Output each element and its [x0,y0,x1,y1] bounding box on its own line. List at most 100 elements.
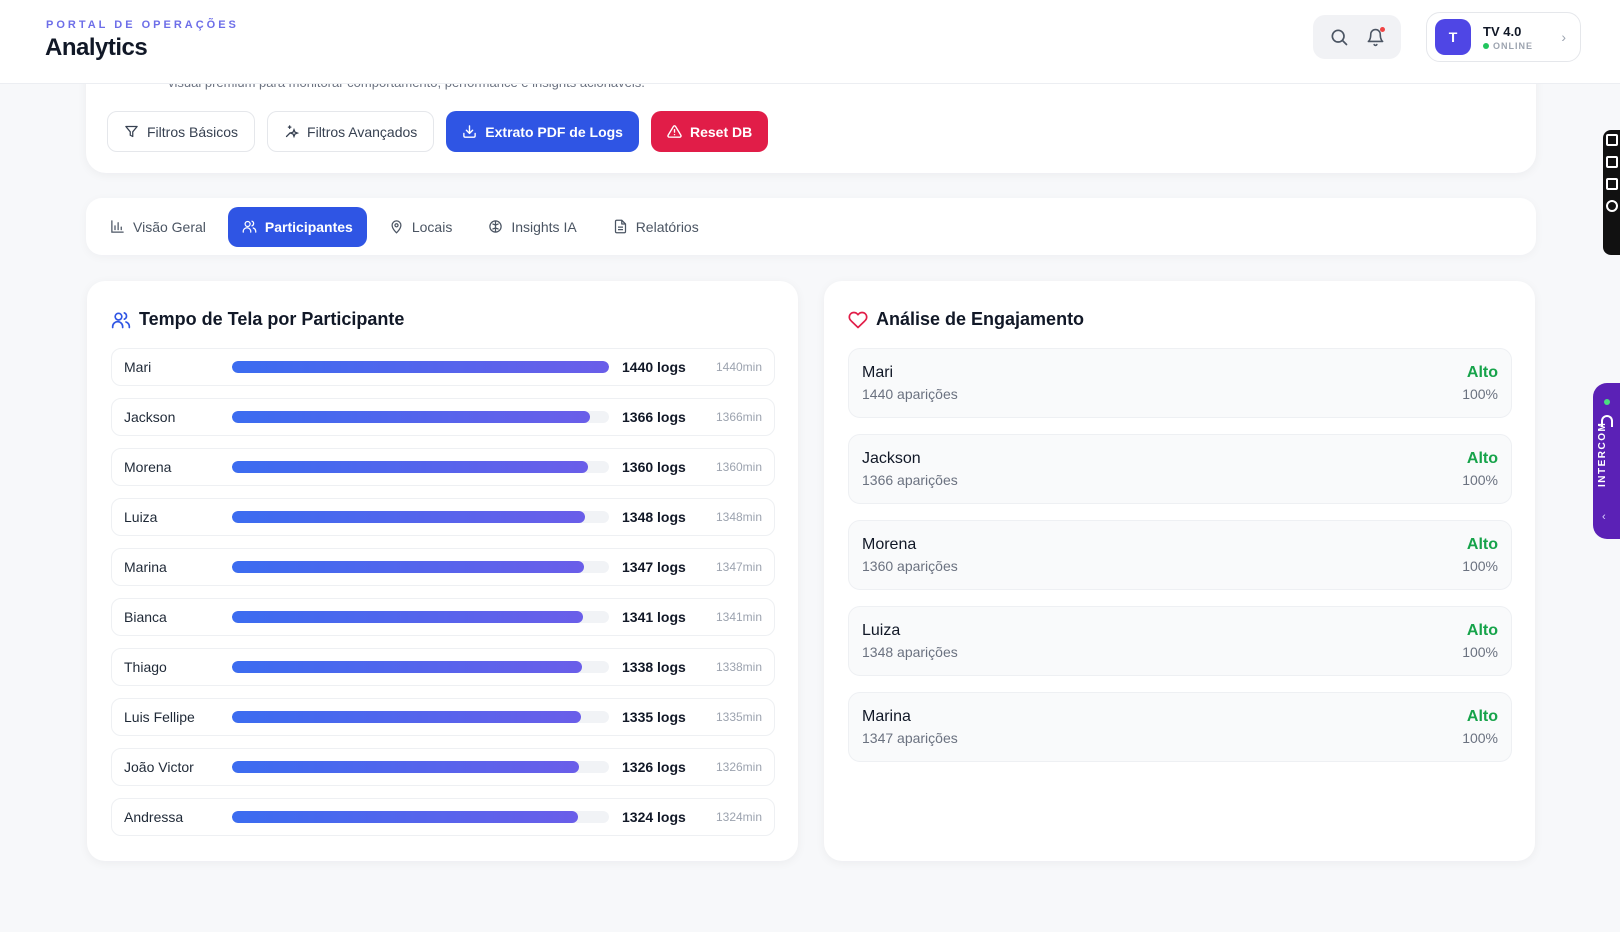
engagement-item-info: Luiza 1348 aparições [862,622,958,660]
engagement-percent: 100% [1462,558,1498,574]
participant-logs: 1348 logs [622,509,686,525]
engagement-item-info: Mari 1440 aparições [862,364,958,402]
engagement-item-score: Alto 100% [1462,622,1498,660]
engagement-name: Marina [862,708,911,725]
engagement-level: Alto [1466,450,1498,467]
tab-overview[interactable]: Visão Geral [96,207,220,247]
intercom-label: INTERCOM [1597,421,1608,487]
tab-locations[interactable]: Locais [375,207,466,247]
search-button[interactable] [1323,21,1355,53]
notification-dot [1380,27,1385,32]
avatar: T [1435,19,1471,55]
engagement-name: Jackson [862,450,921,467]
participant-logs: 1360 logs [622,459,686,475]
screen-time-bar-fill [232,611,583,623]
top-bar: PORTAL DE OPERAÇÕES Analytics T TV 4.0 O… [0,0,1620,84]
participant-minutes: 1341min [715,610,762,624]
screen-time-bar-fill [232,811,579,823]
participant-logs: 1335 logs [622,709,686,725]
engagement-item-score: Alto 100% [1462,536,1498,574]
screen-time-bar [232,361,609,373]
participant-name: Morena [124,459,172,475]
participant-name: Mari [124,359,152,375]
screen-time-bar [232,811,609,823]
side-toolbar[interactable] [1603,130,1620,255]
tab-locations-label: Locais [411,218,453,235]
reset-db-button[interactable]: Reset DB [650,111,769,152]
engagement-name: Mari [862,364,894,381]
participant-row: Morena 1360 logs 1360min [111,448,775,486]
engagement-item: Marina 1347 aparições Alto 100% [848,692,1512,762]
brand-eyebrow: PORTAL DE OPERAÇÕES [46,19,239,31]
participant-row: Jackson 1366 logs 1366min [111,398,775,436]
gear-icon[interactable] [1605,200,1618,212]
engagement-percent: 100% [1462,644,1498,660]
participant-row: João Victor 1326 logs 1326min [111,748,775,786]
tab-participants[interactable]: Participantes [227,206,367,247]
tab-ai-insights[interactable]: Insights IA [474,207,590,247]
engagement-item-info: Marina 1347 aparições [862,708,958,746]
engagement-percent: 100% [1462,472,1498,488]
engagement-heading: Análise de Engajamento [848,309,1084,330]
reset-db-label: Reset DB [689,123,753,140]
square-icon[interactable] [1605,156,1618,168]
intercom-launcher[interactable]: INTERCOM ‹ [1593,383,1620,539]
participant-name: Luiza [124,509,158,525]
advanced-filters-button[interactable]: Filtros Avançados [267,111,435,152]
screen-time-bar-fill [232,561,585,573]
action-buttons: Filtros Básicos Filtros Avançados Extrat… [107,111,769,152]
participant-row: Thiago 1338 logs 1338min [111,648,775,686]
participant-name: Bianca [124,609,167,625]
basic-filters-button[interactable]: Filtros Básicos [107,111,256,152]
screen-time-panel: Tempo de Tela por Participante Mari 1440 … [87,281,798,861]
tab-reports[interactable]: Relatórios [599,207,713,247]
file-text-icon [614,219,626,234]
bar-chart-icon [111,220,124,233]
participant-minutes: 1440min [715,360,762,374]
screen-time-heading: Tempo de Tela por Participante [111,309,404,330]
participant-name: Andressa [124,809,184,825]
filter-icon [125,125,138,138]
export-pdf-button[interactable]: Extrato PDF de Logs [446,111,639,152]
chevron-right-icon: › [1561,29,1566,45]
participant-minutes: 1347min [715,560,762,574]
intercom-status-dot [1604,399,1610,405]
profile-menu[interactable]: T TV 4.0 ONLINE › [1426,12,1581,62]
participant-name: Jackson [124,409,176,425]
screen-time-title: Tempo de Tela por Participante [139,309,405,329]
headset-icon [1601,415,1613,427]
screen-time-bar-fill [232,461,588,473]
participant-row: Bianca 1341 logs 1341min [111,598,775,636]
participant-name: Marina [124,559,167,575]
profile-info: TV 4.0 ONLINE [1483,24,1533,51]
participant-logs: 1440 logs [622,359,686,375]
participant-minutes: 1338min [715,660,762,674]
participant-minutes: 1360min [715,460,762,474]
engagement-name: Luiza [862,622,901,639]
participant-minutes: 1366min [715,410,762,424]
engagement-list: Mari 1440 aparições Alto 100% Jackson 1366 ap… [848,348,1512,778]
notifications-button[interactable] [1359,21,1391,53]
participant-row: Luiza 1348 logs 1348min [111,498,775,536]
engagement-item: Luiza 1348 aparições Alto 100% [848,606,1512,676]
page-title: Analytics [45,34,148,61]
participant-minutes: 1335min [715,710,762,724]
screen-time-bar-fill [232,711,582,723]
participant-name: Luis Fellipe [124,709,195,725]
engagement-item: Mari 1440 aparições Alto 100% [848,348,1512,418]
users-icon [111,311,131,328]
participant-logs: 1324 logs [622,809,686,825]
sparkles-icon [285,125,300,139]
brain-icon [489,220,503,233]
users-icon [242,220,257,233]
participant-logs: 1326 logs [622,759,686,775]
engagement-item: Jackson 1366 aparições Alto 100% [848,434,1512,504]
screen-time-bar [232,511,609,523]
screen-time-bar [232,561,609,573]
profile-name: TV 4.0 [1483,23,1522,39]
camera-icon[interactable] [1605,134,1618,146]
copy-icon[interactable] [1605,178,1618,190]
tab-bar: Visão Geral Participantes Locais Insight… [86,198,1536,255]
participant-logs: 1338 logs [622,659,686,675]
engagement-level: Alto [1466,622,1498,639]
